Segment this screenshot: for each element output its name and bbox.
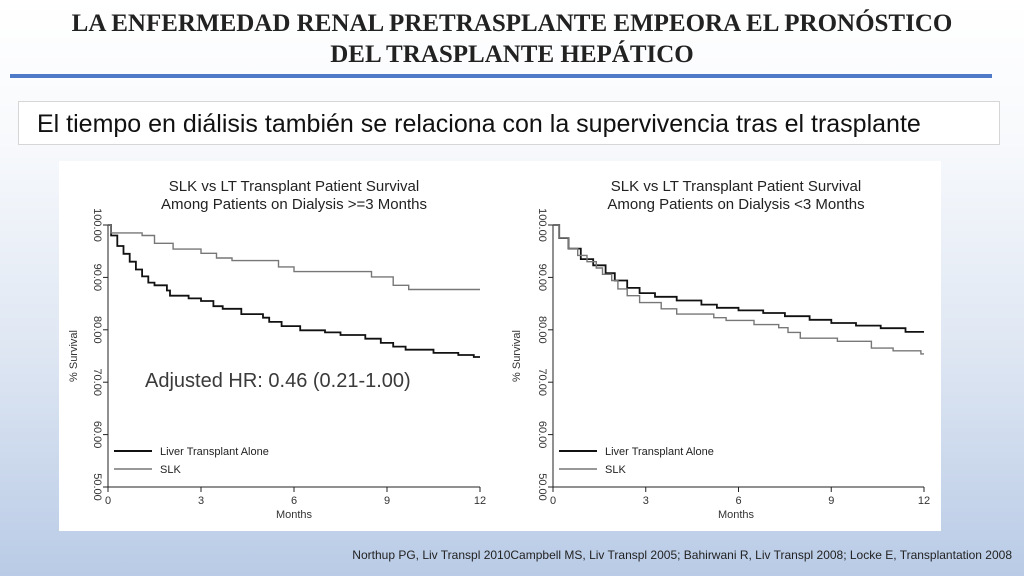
y-tick-label: 100.00 (536, 208, 548, 242)
charts-panel: SLK vs LT Transplant Patient Survival Am… (59, 161, 941, 531)
x-tick-label: 9 (828, 495, 834, 507)
x-tick-label: 0 (550, 495, 556, 507)
chart-legend: Liver Transplant Alone SLK (114, 446, 269, 476)
legend-label: Liver Transplant Alone (160, 446, 269, 458)
y-tick-label: 70.00 (91, 368, 103, 396)
x-axis-label: Months (276, 509, 313, 521)
x-tick-label: 6 (735, 495, 741, 507)
legend-label: SLK (605, 464, 626, 476)
hazard-ratio-annotation: Adjusted HR: 0.46 (0.21-1.00) (145, 370, 411, 392)
chart-axes: 50.00 60.00 70.00 80.00 90.00 100.00 0 3 6 9 12 (91, 208, 486, 507)
x-tick-label: 12 (474, 495, 486, 507)
y-axis-label: % Survival (68, 330, 80, 382)
survival-chart-short-dialysis: SLK vs LT Transplant Patient Survival Am… (511, 178, 930, 521)
y-tick-label: 100.00 (91, 208, 103, 242)
chart-series (108, 224, 480, 358)
survival-chart-long-dialysis: SLK vs LT Transplant Patient Survival Am… (68, 178, 486, 521)
y-tick-label: 90.00 (536, 264, 548, 292)
x-tick-label: 6 (291, 495, 297, 507)
x-tick-label: 9 (384, 495, 390, 507)
slide-title: LA ENFERMEDAD RENAL PRETRASPLANTE EMPEOR… (20, 8, 1004, 70)
y-tick-label: 80.00 (91, 316, 103, 344)
references-footer: Northup PG, Liv Transpl 2010Campbell MS,… (352, 548, 1012, 562)
slide-title-line2: DEL TRASPLANTE HEPÁTICO (330, 41, 694, 68)
subtitle-box: El tiempo en diálisis también se relacio… (18, 101, 1000, 145)
series-line-slk (553, 224, 924, 355)
title-divider (10, 74, 992, 78)
y-tick-label: 50.00 (536, 473, 548, 501)
x-tick-label: 0 (105, 495, 111, 507)
x-axis-label: Months (718, 509, 755, 521)
chart-legend: Liver Transplant Alone SLK (559, 446, 714, 476)
y-tick-label: 50.00 (91, 473, 103, 501)
x-tick-label: 3 (643, 495, 649, 507)
y-tick-label: 90.00 (91, 264, 103, 292)
slide-title-line1: LA ENFERMEDAD RENAL PRETRASPLANTE EMPEOR… (71, 10, 953, 37)
chart-series (553, 224, 924, 355)
y-tick-label: 80.00 (536, 316, 548, 344)
x-tick-label: 3 (198, 495, 204, 507)
chart-axes: 50.00 60.00 70.00 80.00 90.00 100.00 0 3 6 9 12 (536, 208, 930, 507)
chart-subtitle: Among Patients on Dialysis <3 Months (607, 196, 864, 213)
legend-label: SLK (160, 464, 181, 476)
chart-title: SLK vs LT Transplant Patient Survival (611, 178, 861, 195)
x-tick-label: 12 (918, 495, 930, 507)
y-tick-label: 60.00 (536, 421, 548, 449)
series-line-liver-transplant-alone (108, 224, 480, 358)
series-line-slk (108, 224, 480, 291)
y-tick-label: 60.00 (91, 421, 103, 449)
y-axis-label: % Survival (511, 330, 523, 382)
legend-label: Liver Transplant Alone (605, 446, 714, 458)
slide-subtitle: El tiempo en diálisis también se relacio… (37, 110, 921, 138)
series-line-liver-transplant-alone (553, 224, 924, 333)
chart-subtitle: Among Patients on Dialysis >=3 Months (161, 196, 427, 213)
y-tick-label: 70.00 (536, 368, 548, 396)
chart-title: SLK vs LT Transplant Patient Survival (169, 178, 419, 195)
